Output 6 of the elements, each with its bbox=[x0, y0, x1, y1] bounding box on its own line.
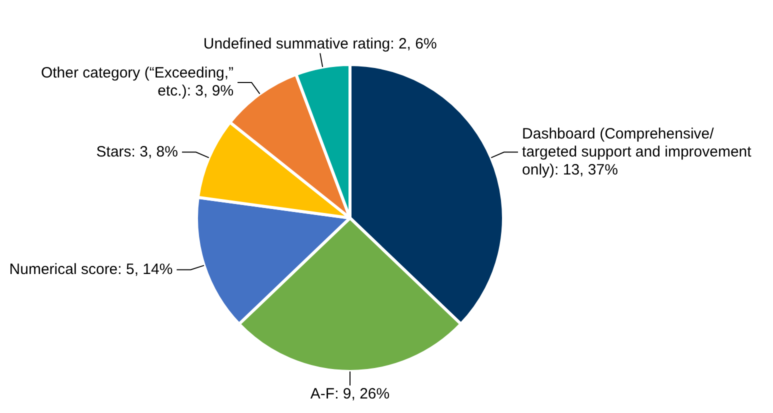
slice-label: A-F: 9, 26% bbox=[310, 386, 390, 403]
slice-label: Stars: 3, 8% bbox=[96, 143, 178, 160]
slice-label: Undefined summative rating: 2, 6% bbox=[203, 35, 437, 52]
slice-label: Numerical score: 5, 14% bbox=[9, 260, 173, 278]
slice-label: Other category (“Exceeding,” etc.): 3, 9% bbox=[40, 64, 234, 100]
slice-label: Dashboard (Comprehensive/ targeted support and improvement only): 13, 37% bbox=[522, 125, 752, 178]
